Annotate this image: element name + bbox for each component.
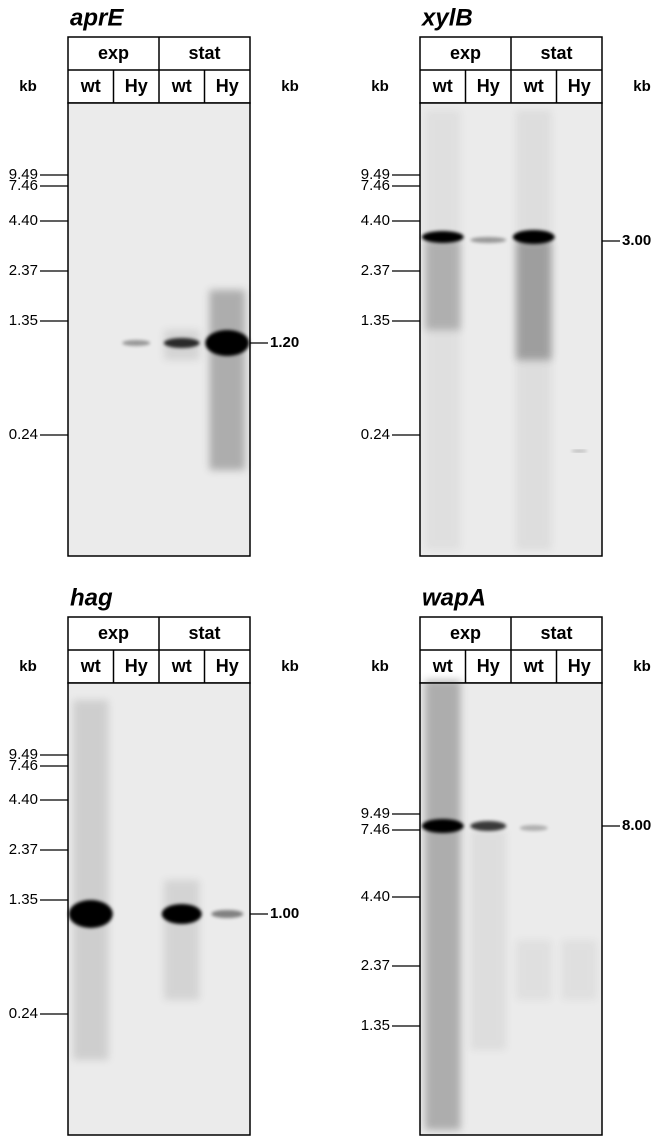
condition-label: exp bbox=[450, 623, 481, 643]
marker-label: 2.37 bbox=[361, 262, 390, 279]
band bbox=[68, 900, 113, 928]
smear bbox=[425, 110, 461, 550]
band bbox=[122, 340, 151, 346]
marker-label: 1.35 bbox=[9, 312, 38, 329]
marker-label: 9.49 bbox=[361, 805, 390, 822]
marker-label: 1.35 bbox=[9, 891, 38, 908]
smear bbox=[164, 880, 200, 1000]
band bbox=[519, 825, 548, 831]
band-size-label: 1.20 bbox=[270, 334, 299, 351]
marker-label: 1.35 bbox=[361, 312, 390, 329]
blot-panel: wapA exp stat wt Hy wt Hy kb kb 9.497.46 4.40 2.37 1… bbox=[361, 584, 651, 1136]
smear bbox=[470, 830, 506, 1050]
band-size-label: 1.00 bbox=[270, 905, 299, 922]
unit-label: kb bbox=[19, 78, 37, 95]
marker-label: 9.49 bbox=[361, 166, 390, 183]
marker-label: 9.49 bbox=[9, 166, 38, 183]
band-size-label: 3.00 bbox=[622, 232, 651, 249]
band bbox=[163, 338, 200, 348]
band bbox=[421, 231, 464, 243]
marker-label: 2.37 bbox=[9, 841, 38, 858]
marker-label: 7.46 bbox=[9, 177, 38, 194]
lane-label: wt bbox=[523, 76, 544, 96]
smear bbox=[425, 680, 461, 1130]
unit-label: kb bbox=[281, 658, 299, 675]
panel-title: xylB bbox=[420, 4, 473, 31]
marker-label: 4.40 bbox=[361, 212, 390, 229]
blot-panel: aprE exp stat wt Hy wt Hy kb kb 9.497.46 4.40 2.37 1… bbox=[9, 4, 299, 557]
smear bbox=[516, 110, 552, 550]
blot-panel: xylB exp stat wt Hy wt Hy kb kb 9.497.46 4.40 2.37 1… bbox=[361, 4, 651, 557]
unit-label: kb bbox=[371, 658, 389, 675]
marker-label: 2.37 bbox=[361, 957, 390, 974]
lane-label: Hy bbox=[568, 76, 591, 96]
smear bbox=[516, 940, 552, 1000]
band bbox=[205, 330, 250, 356]
lane-label: Hy bbox=[125, 76, 148, 96]
unit-label: kb bbox=[633, 658, 651, 675]
band bbox=[161, 904, 202, 924]
unit-label: kb bbox=[633, 78, 651, 95]
marker-label: 0.24 bbox=[9, 426, 38, 443]
marker-label: 7.46 bbox=[361, 821, 390, 838]
lane-label: Hy bbox=[477, 76, 500, 96]
band bbox=[571, 450, 588, 452]
smear bbox=[73, 700, 109, 1060]
condition-label: exp bbox=[98, 623, 129, 643]
panel-title: wapA bbox=[422, 584, 486, 611]
condition-label: stat bbox=[188, 623, 220, 643]
blot-panel: hag exp stat wt Hy wt Hy kb kb 9.497.46 4.40 2.37 1.… bbox=[9, 584, 299, 1136]
condition-label: stat bbox=[540, 43, 572, 63]
condition-label: exp bbox=[450, 43, 481, 63]
condition-label: stat bbox=[540, 623, 572, 643]
lane-label: Hy bbox=[216, 656, 239, 676]
lane-label: Hy bbox=[216, 76, 239, 96]
band bbox=[470, 237, 507, 243]
marker-label: 9.49 bbox=[9, 746, 38, 763]
band bbox=[470, 821, 507, 831]
lane-label: wt bbox=[432, 76, 453, 96]
marker-label: 0.24 bbox=[9, 1005, 38, 1022]
marker-label: 7.46 bbox=[361, 177, 390, 194]
smear bbox=[561, 940, 597, 1000]
unit-label: kb bbox=[281, 78, 299, 95]
marker-label: 4.40 bbox=[9, 212, 38, 229]
condition-label: stat bbox=[188, 43, 220, 63]
unit-label: kb bbox=[19, 658, 37, 675]
lane-label: Hy bbox=[477, 656, 500, 676]
condition-label: exp bbox=[98, 43, 129, 63]
marker-label: 0.24 bbox=[361, 426, 390, 443]
lane-label: wt bbox=[171, 656, 192, 676]
band bbox=[211, 910, 244, 918]
lane-label: wt bbox=[432, 656, 453, 676]
marker-label: 7.46 bbox=[9, 757, 38, 774]
lane-label: wt bbox=[171, 76, 192, 96]
lane-label: wt bbox=[80, 76, 101, 96]
lane-label: wt bbox=[80, 656, 101, 676]
band bbox=[421, 819, 464, 833]
lane-label: Hy bbox=[125, 656, 148, 676]
smear bbox=[209, 290, 245, 470]
marker-label: 1.35 bbox=[361, 1017, 390, 1034]
panel-title: hag bbox=[70, 584, 113, 611]
unit-label: kb bbox=[371, 78, 389, 95]
marker-label: 2.37 bbox=[9, 262, 38, 279]
lane-label: wt bbox=[523, 656, 544, 676]
marker-label: 4.40 bbox=[9, 791, 38, 808]
marker-label: 4.40 bbox=[361, 888, 390, 905]
band-size-label: 8.00 bbox=[622, 817, 651, 834]
lane-label: Hy bbox=[568, 656, 591, 676]
panel-title: aprE bbox=[70, 4, 124, 31]
band bbox=[512, 230, 555, 244]
